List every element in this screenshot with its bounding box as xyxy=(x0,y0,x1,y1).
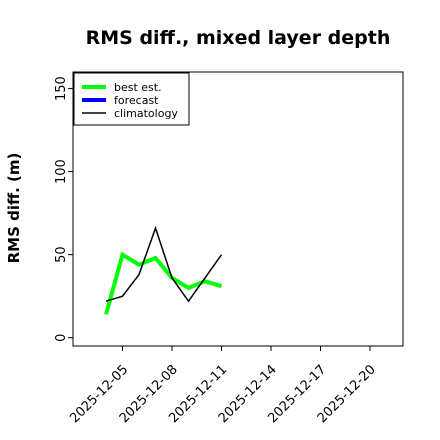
chart-title: RMS diff., mixed layer depth xyxy=(86,27,391,49)
y-tick-label: 50 xyxy=(54,246,69,263)
y-tick-label: 150 xyxy=(54,76,69,101)
y-tick-label: 100 xyxy=(54,159,69,184)
legend-label-2: climatology xyxy=(114,107,178,120)
x-axis: 2025-12-052025-12-082025-12-112025-12-14… xyxy=(67,346,379,426)
series-line-2 xyxy=(105,225,223,303)
y-axis: 0 50 100 150 xyxy=(54,76,73,342)
legend-label-1: forecast xyxy=(114,94,159,107)
series-layer xyxy=(104,225,223,315)
legend-label-0: best est. xyxy=(114,81,162,94)
plot-frame xyxy=(72,71,404,347)
y-tick-label: 0 xyxy=(54,334,69,342)
series-line-0 xyxy=(104,251,223,315)
y-axis-label: RMS diff. (m) xyxy=(5,153,23,264)
